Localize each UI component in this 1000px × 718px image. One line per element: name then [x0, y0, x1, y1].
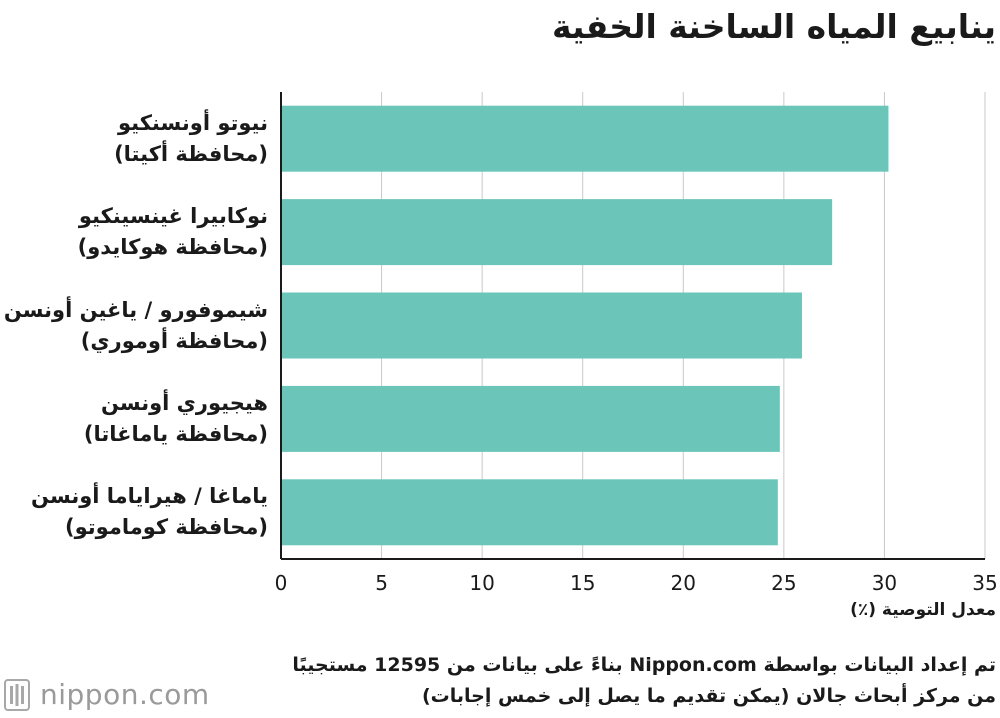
category-label: ياماغا / هيرایاما أونسن (محافظة كوماموتو) — [0, 481, 268, 543]
category-prefecture: (محافظة هوكايدو) — [77, 235, 268, 260]
category-label: هيجيوري أونسن (محافظة ياماغاتا) — [0, 388, 268, 450]
bar — [281, 292, 802, 359]
x-tick-label: 30 — [872, 571, 897, 595]
x-tick-label: 20 — [671, 571, 696, 595]
category-label: نوكابيرا غينسينكيو (محافظة هوكايدو) — [0, 201, 268, 263]
nippon-seal-icon — [4, 678, 30, 711]
category-prefecture: (محافظة ياماغاتا) — [83, 421, 268, 446]
x-tick-label: 15 — [570, 571, 595, 595]
nippon-logo: nippon.com — [4, 678, 210, 711]
source-note-line-2: من مركز أبحاث جالان (يمكن تقديم ما يصل إ… — [422, 685, 996, 707]
category-name: ياماغا / هيرایاما أونسن — [31, 484, 268, 509]
category-name: نوكابيرا غينسينكيو — [78, 204, 268, 229]
category-prefecture: (محافظة كوماموتو) — [65, 515, 268, 540]
x-tick-labels: 0 5 10 15 20 25 30 35 — [275, 571, 998, 595]
x-tick-label: 25 — [771, 571, 796, 595]
category-prefecture: (محافظة أوموري) — [80, 328, 268, 353]
source-note: تم إعداد البيانات بواسطة Nippon.com بناء… — [196, 650, 996, 712]
bar — [281, 199, 833, 266]
category-name: نيوتو أونسنكيو — [117, 110, 268, 135]
x-tick-label: 10 — [469, 571, 494, 595]
category-label: شيموفورو / ياغين أونسن (محافظة أوموري) — [0, 295, 268, 357]
bars — [281, 105, 889, 546]
chart-title: ينابيع المياه الساخنة الخفية — [552, 7, 996, 46]
logo-text: nippon.com — [40, 678, 210, 711]
category-label: نيوتو أونسنكيو (محافظة أكيتا) — [0, 108, 268, 170]
category-name: هيجيوري أونسن — [100, 390, 268, 415]
x-tick-label: 5 — [375, 571, 388, 595]
bar — [281, 479, 778, 546]
x-tick-label: 35 — [972, 571, 997, 595]
bar — [281, 105, 889, 172]
category-name: شيموفورو / ياغين أونسن — [3, 297, 268, 322]
x-tick-label: 0 — [275, 571, 288, 595]
x-axis-label: معدل التوصية (٪) — [850, 600, 996, 620]
category-prefecture: (محافظة أكيتا) — [114, 141, 268, 166]
bar — [281, 385, 780, 452]
source-note-line-1: تم إعداد البيانات بواسطة Nippon.com بناء… — [292, 654, 996, 676]
